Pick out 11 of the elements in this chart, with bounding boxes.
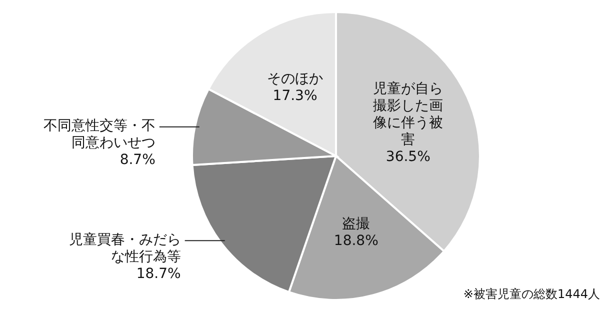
data-label: 36.5% [384, 148, 432, 166]
slice-label: そのほか [266, 71, 324, 88]
slice-label: 児童買春・みだらな性行為等 [68, 232, 181, 266]
slice-label: 盗撮 [341, 216, 372, 233]
data-label: 18.7% [135, 266, 181, 283]
data-label: 18.8% [332, 232, 380, 250]
data-label: 8.7% [118, 152, 156, 169]
text: ※被害児童の総数1444人 [463, 286, 600, 303]
slice-label: 児童が自ら撮影した画像に伴う被害 [372, 80, 444, 149]
slice-label: 不同意性交等・不同意わいせつ [43, 118, 156, 152]
data-label: 17.3% [272, 88, 318, 106]
